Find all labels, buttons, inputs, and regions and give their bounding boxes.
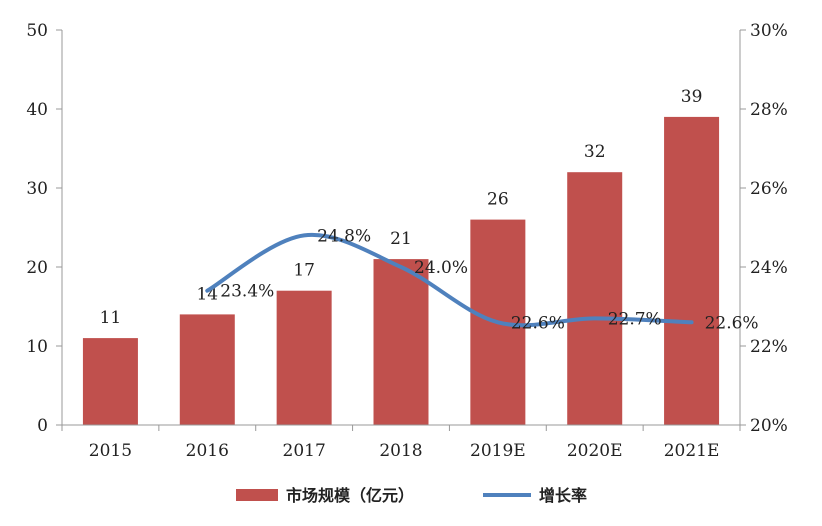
bar (276, 290, 332, 425)
bar (567, 172, 623, 425)
bar (179, 314, 235, 425)
bar-value-label: 26 (487, 190, 509, 210)
x-tick-label: 2017 (283, 441, 326, 461)
x-tick-label: 2020E (567, 441, 623, 461)
x-tick-label: 2021E (664, 441, 720, 461)
bar-value-label: 21 (390, 229, 412, 249)
line-value-label: 24.8% (317, 226, 371, 246)
bar-value-label: 39 (681, 87, 703, 107)
right-tick-label: 30% (750, 21, 788, 41)
left-tick-label: 40 (26, 100, 48, 120)
legend-bar-swatch (236, 489, 278, 501)
x-axis: 2015 2016 2017 2018 2019E 2020E 2021E (61, 424, 741, 461)
x-tick-label: 2015 (89, 441, 132, 461)
line-value-label: 22.6% (705, 313, 759, 333)
left-tick-label: 20 (26, 258, 48, 278)
left-y-axis: 0 10 20 30 40 50 (26, 21, 63, 436)
right-tick-label: 24% (750, 258, 788, 278)
left-tick-label: 30 (26, 179, 48, 199)
bar (664, 116, 720, 426)
line-value-label: 22.6% (511, 313, 565, 333)
bar-value-label: 11 (100, 308, 122, 328)
legend-line-label: 增长率 (539, 486, 587, 505)
left-tick-label: 10 (26, 337, 48, 357)
bar-value-label: 17 (293, 261, 315, 281)
x-tick-label: 2019E (470, 441, 526, 461)
growth-rate-line (205, 232, 694, 328)
bar-value-label: 32 (584, 142, 606, 162)
right-tick-label: 20% (750, 416, 788, 436)
line-value-label: 23.4% (220, 282, 274, 302)
line-value-label: 22.7% (608, 309, 662, 329)
bar (82, 338, 138, 425)
x-tick-label: 2016 (186, 441, 229, 461)
bar (373, 259, 429, 425)
right-y-axis: 20% 22% 24% 26% 28% 30% (739, 21, 788, 436)
line-series: 23.4% 24.8% 24.0% 22.6% 22.7% 22.6% (205, 226, 759, 333)
line-value-label: 24.0% (414, 258, 468, 278)
x-tick-label: 2018 (379, 441, 422, 461)
right-tick-label: 26% (750, 179, 788, 199)
left-tick-label: 0 (37, 416, 48, 436)
right-tick-label: 22% (750, 337, 788, 357)
legend: 市场规模（亿元） 增长率 (236, 486, 587, 505)
right-tick-label: 28% (750, 100, 788, 120)
left-tick-label: 50 (26, 21, 48, 41)
legend-bar-label: 市场规模（亿元） (286, 486, 414, 505)
